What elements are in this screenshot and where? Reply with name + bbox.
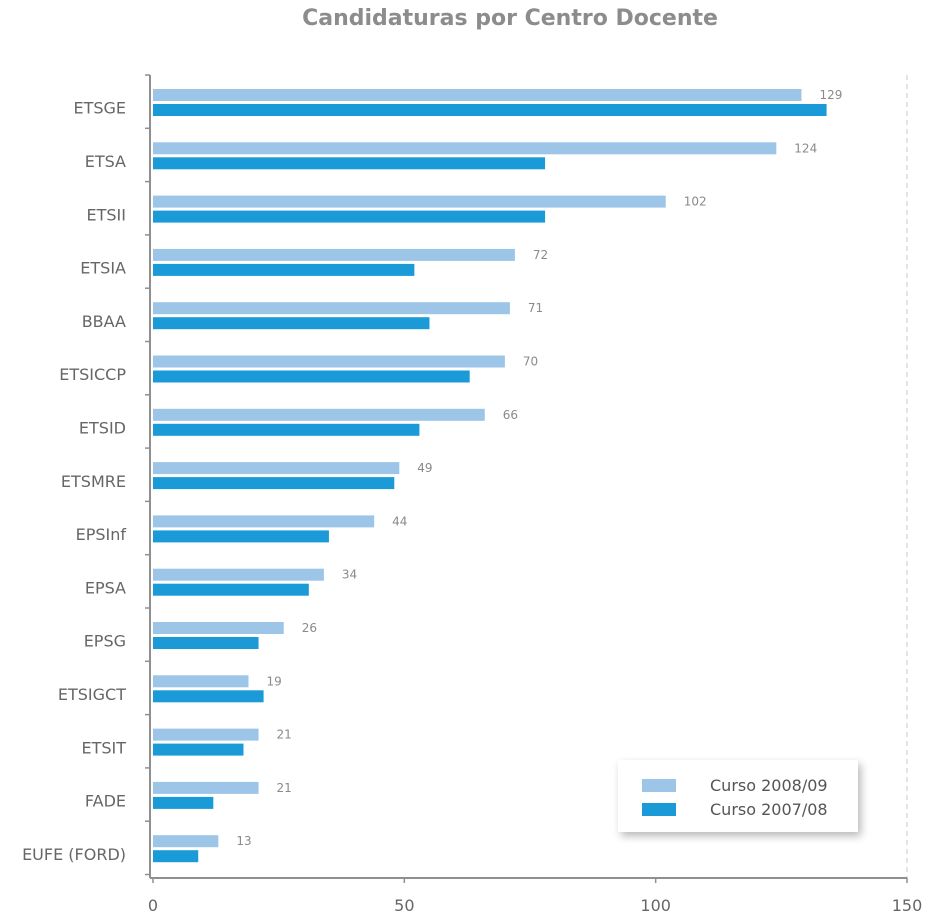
bar-series-1 <box>153 835 219 848</box>
x-tick-label: 0 <box>148 896 158 915</box>
x-tick-label: 150 <box>892 896 923 915</box>
bar-series-2 <box>153 583 309 596</box>
legend-swatch-series-2 <box>642 802 676 816</box>
category-label: ETSIT <box>81 738 126 757</box>
bar-series-1 <box>153 355 505 368</box>
category-label: ETSMRE <box>61 472 126 491</box>
bar-series-2 <box>153 423 420 436</box>
data-label: 66 <box>503 408 518 422</box>
bar-series-1 <box>153 622 284 634</box>
category-label: EPSG <box>84 632 126 651</box>
bar-series-2 <box>153 743 244 756</box>
data-label: 34 <box>342 568 357 582</box>
category-label: BBAA <box>82 312 126 331</box>
data-label: 13 <box>236 834 251 848</box>
data-label: 70 <box>523 355 538 369</box>
bar-series-1 <box>153 302 510 315</box>
bar-series-2 <box>153 850 199 863</box>
bar-series-2 <box>153 263 415 276</box>
bar-series-2 <box>153 796 214 809</box>
legend-swatch-series-1 <box>642 778 676 792</box>
category-label: ETSII <box>87 205 126 224</box>
bar-series-1 <box>153 515 375 528</box>
bar-series-1 <box>153 195 666 208</box>
category-label: ETSIA <box>80 259 126 278</box>
bar-series-1 <box>153 568 324 581</box>
data-label: 71 <box>528 301 543 315</box>
bar-series-2 <box>153 477 395 490</box>
bar-series-1 <box>153 728 259 741</box>
category-label: ETSGE <box>73 99 126 118</box>
category-label: EPSA <box>85 578 126 597</box>
category-label: ETSID <box>79 418 126 437</box>
x-tick-label: 50 <box>394 896 414 915</box>
legend-item-series-1: Curso 2008/09 <box>642 775 828 795</box>
chart-title: Candidaturas por Centro Docente <box>302 6 718 31</box>
bar-series-2 <box>153 637 259 649</box>
data-label: 21 <box>277 781 292 795</box>
legend-item-series-2: Curso 2007/08 <box>642 799 828 819</box>
category-label: ETSICCP <box>59 365 126 384</box>
legend-label-series-1: Curso 2008/09 <box>710 775 828 795</box>
category-label: EPSInf <box>76 525 127 544</box>
category-label: FADE <box>85 792 126 811</box>
bar-series-2 <box>153 210 546 223</box>
bar-series-2 <box>153 370 470 383</box>
bar-series-2 <box>153 104 827 116</box>
bar-series-2 <box>153 317 430 330</box>
category-label: EUFE (FORD) <box>22 845 126 864</box>
bar-series-1 <box>153 462 400 475</box>
data-label: 124 <box>794 141 817 155</box>
legend-label-series-2: Curso 2007/08 <box>710 799 828 819</box>
data-label: 19 <box>267 674 282 688</box>
bar-series-2 <box>153 690 264 703</box>
data-label: 21 <box>277 728 292 742</box>
x-tick-label: 100 <box>640 896 671 915</box>
data-label: 44 <box>392 514 407 528</box>
legend: Curso 2008/09 Curso 2007/08 <box>618 760 858 832</box>
bar-series-1 <box>153 248 515 261</box>
data-label: 26 <box>302 621 317 635</box>
bar-series-2 <box>153 157 546 170</box>
bar-series-1 <box>153 781 259 794</box>
bar-series-1 <box>153 89 802 101</box>
data-label: 102 <box>684 195 707 209</box>
category-label: ETSA <box>85 152 126 171</box>
data-label: 49 <box>417 461 432 475</box>
bar-series-1 <box>153 142 777 155</box>
bar-series-2 <box>153 530 329 543</box>
bar-series-1 <box>153 675 249 688</box>
category-label: ETSIGCT <box>58 685 126 704</box>
bar-series-1 <box>153 408 485 421</box>
data-label: 72 <box>533 248 548 262</box>
data-label: 129 <box>819 88 842 102</box>
